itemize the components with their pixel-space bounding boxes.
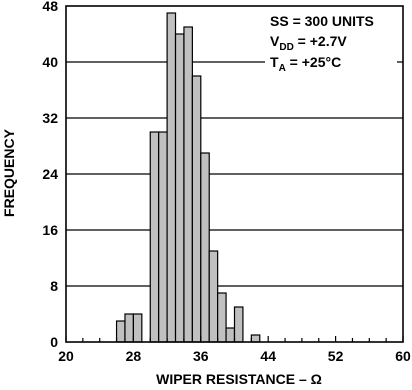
y-tick-labels: 0 8 16 24 32 40 48	[42, 0, 58, 350]
bar-32	[166, 12, 177, 343]
y-tick-label-32: 32	[42, 110, 58, 126]
annotation-sample-size: SS = 300 UNITS	[270, 13, 374, 29]
y-axis-label: FREQUENCY	[1, 128, 17, 217]
axis-layer	[65, 5, 404, 343]
bar-36	[200, 152, 210, 343]
x-tick-label-60: 60	[395, 348, 411, 364]
y-tick-label-16: 16	[42, 222, 58, 238]
bar-26	[115, 320, 126, 343]
bar-layer	[115, 12, 261, 343]
bar-30	[149, 131, 160, 343]
bar-31	[158, 131, 168, 343]
y-tick-label-8: 8	[50, 278, 58, 294]
bar-39	[225, 327, 236, 343]
bar-27	[124, 313, 134, 343]
bar-34	[183, 26, 193, 343]
annotation-supply-voltage: VDD = +2.7V	[270, 33, 347, 53]
bar-42	[250, 334, 261, 343]
x-tick-label-36: 36	[193, 348, 209, 364]
y-tick-label-24: 24	[42, 166, 58, 182]
y-tick-label-0: 0	[50, 334, 58, 350]
bar-33	[174, 33, 185, 343]
bar-37	[208, 250, 219, 343]
bar-38	[217, 292, 227, 343]
annotation-temperature: TA = +25°C	[270, 54, 341, 74]
x-tick-label-28: 28	[126, 348, 142, 364]
bar-40	[233, 306, 244, 343]
x-tick-label-44: 44	[260, 348, 276, 364]
annotation-background	[265, 10, 397, 82]
grid-layer	[66, 61, 403, 287]
bar-35	[191, 75, 202, 343]
x-axis-label: WIPER RESISTANCE – Ω	[156, 371, 322, 387]
annotation-box: SS = 300 UNITS VDD = +2.7V TA = +25°C	[265, 10, 397, 82]
x-tick-labels: 20 28 36 44 52 60	[58, 348, 411, 364]
x-tick-label-20: 20	[58, 348, 74, 364]
bar-28	[132, 313, 143, 343]
x-tick-label-52: 52	[328, 348, 344, 364]
y-tick-label-40: 40	[42, 54, 58, 70]
y-tick-label-48: 48	[42, 0, 58, 14]
